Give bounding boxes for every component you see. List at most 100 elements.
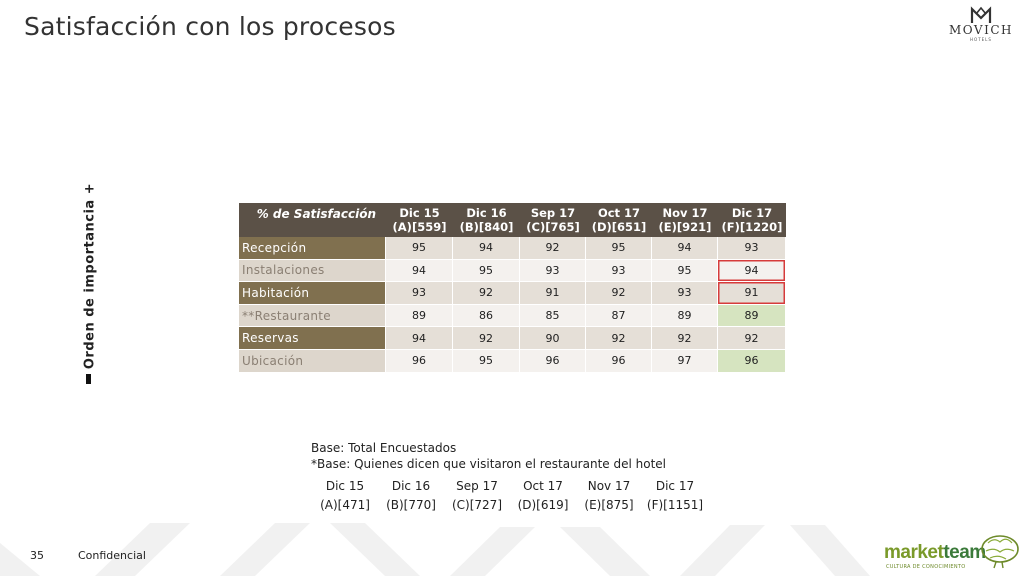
column-header-period: Dic 16 — [466, 206, 507, 220]
base-period: Nov 17 — [587, 479, 631, 493]
marketteam-logo: marketteam CULTURA DE CONOCIMIENTO — [884, 533, 1024, 576]
importance-minus-marker — [86, 374, 91, 384]
base-grid: Dic 15 Dic 16 Sep 17 Oct 17 Nov 17 Dic 17 (A)[… — [312, 478, 708, 514]
table-cell: 95 — [453, 259, 520, 283]
table-cell: 92 — [586, 282, 652, 305]
table-cell: 93 — [386, 282, 453, 305]
brain-icon — [981, 535, 1019, 569]
column-header-period: Dic 17 — [731, 206, 773, 220]
logo-subtitle: HOTELS — [970, 37, 992, 42]
table-cell: 94 — [453, 237, 520, 260]
table-row: Ubicación 96 95 96 96 97 96 — [239, 349, 786, 373]
column-header-period: Nov 17 — [662, 206, 708, 220]
column-header: Dic 15 (A)[559] — [386, 203, 453, 237]
table-cell: 93 — [586, 259, 652, 283]
table-cell: 95 — [586, 237, 652, 260]
column-header-base: (F)[1220] — [721, 220, 783, 234]
column-header: Nov 17 (E)[921] — [652, 203, 718, 237]
table-cell: 94 — [718, 259, 786, 283]
column-header-period: Oct 17 — [597, 206, 641, 220]
table-cell: 89 — [652, 304, 718, 328]
brand-wordmark: marketteam — [884, 542, 986, 564]
table-cell: 92 — [586, 327, 652, 350]
table-cell: 89 — [386, 304, 453, 328]
base-note-line: Base: Total Encuestados — [311, 441, 457, 455]
table-row: Instalaciones 94 95 93 93 95 94 — [239, 259, 786, 283]
base-note: Base: Total Encuestados *Base: Quienes d… — [311, 440, 666, 472]
table-cell: 94 — [386, 327, 453, 350]
table-cell: 96 — [386, 349, 453, 373]
table-cell: 97 — [652, 349, 718, 373]
table-cell: 96 — [520, 349, 586, 373]
table-header-row: % de Satisfacción Dic 15 (A)[559] Dic 16(… — [239, 203, 786, 237]
base-note-line: *Base: Quienes dicen que visitaron el re… — [311, 457, 666, 471]
base-count: (F)[1151] — [646, 498, 704, 512]
base-period: Dic 15 — [325, 479, 365, 493]
table-cell: 92 — [520, 237, 586, 260]
watermark-stripes-icon — [0, 523, 870, 576]
table-cell: 91 — [520, 282, 586, 305]
table-cell: 89 — [718, 304, 786, 328]
column-header-period: Dic 15 — [399, 206, 440, 220]
brand-tagline: CULTURA DE CONOCIMIENTO — [886, 564, 966, 570]
table-row: Recepción 95 94 92 95 94 93 — [239, 237, 786, 260]
column-header: Sep 17 (C)[765] — [520, 203, 586, 237]
base-period: Dic 16 — [391, 479, 431, 493]
table-cell: 91 — [718, 282, 786, 305]
table-row: Habitación 93 92 91 92 93 91 — [239, 282, 786, 305]
page-number: 35 — [30, 549, 44, 562]
table-cell: 95 — [386, 237, 453, 260]
column-header-base: (E)[921] — [658, 220, 712, 234]
table-cell: 90 — [520, 327, 586, 350]
column-header-base: (A)[559] — [392, 220, 447, 234]
table-cell: 94 — [386, 259, 453, 283]
column-header-base: (B)[840] — [459, 220, 514, 234]
table-cell: 92 — [453, 282, 520, 305]
table-cell: 85 — [520, 304, 586, 328]
importance-axis-label: Orden de importancia + — [82, 182, 98, 370]
table-row: Reservas 94 92 90 92 92 92 — [239, 327, 786, 350]
table-cell: 93 — [718, 237, 786, 260]
table-cell: 93 — [652, 282, 718, 305]
row-label: Ubicación — [239, 349, 386, 373]
base-count: (C)[727] — [451, 498, 502, 512]
column-header-base: (D)[651] — [591, 220, 647, 234]
column-header-period: Sep 17 — [530, 206, 576, 220]
table-cell: 95 — [453, 349, 520, 373]
table-cell: 87 — [586, 304, 652, 328]
base-period: Sep 17 — [456, 479, 498, 493]
column-header: Oct 17 (D)[651] — [586, 203, 652, 237]
confidential-label: Confidencial — [78, 549, 146, 562]
table-cell: 92 — [652, 327, 718, 350]
brand-word-part: market — [884, 542, 944, 563]
table-cell: 95 — [652, 259, 718, 283]
column-header: Dic 16 (B)[840] — [453, 203, 520, 237]
table-cell: 94 — [652, 237, 718, 260]
movich-logo: MOVICH HOTELS — [942, 6, 1020, 46]
table-row: **Restaurante 89 86 85 87 89 89 — [239, 304, 786, 328]
table-cell: 86 — [453, 304, 520, 328]
row-label: Instalaciones — [239, 259, 386, 283]
row-label: Recepción — [239, 237, 386, 260]
base-period: Oct 17 — [523, 479, 563, 493]
base-count: (A)[471] — [320, 498, 370, 512]
column-header-base: (C)[765] — [526, 220, 580, 234]
table-cell: 96 — [718, 349, 786, 373]
base-count: (B)[770] — [386, 498, 436, 512]
row-label: **Restaurante — [239, 304, 386, 328]
column-header: Dic 17 (F)[1220] — [718, 203, 786, 237]
table-cell: 93 — [520, 259, 586, 283]
brand-word-part: team — [943, 542, 986, 563]
logo-word: MOVICH — [949, 23, 1013, 37]
row-label: Reservas — [239, 327, 386, 350]
base-count: (E)[875] — [584, 498, 634, 512]
movich-logo-mark-icon — [970, 6, 992, 23]
table-cell: 92 — [453, 327, 520, 350]
slide-title: Satisfacción con los procesos — [24, 12, 396, 41]
satisfaction-table: % de Satisfacción Dic 15 (A)[559] Dic 16(… — [239, 203, 786, 373]
base-period: Dic 17 — [655, 479, 695, 493]
table-corner-label: % de Satisfacción — [239, 203, 386, 237]
table-cell: 92 — [718, 327, 786, 350]
table-cell: 96 — [586, 349, 652, 373]
row-label: Habitación — [239, 282, 386, 305]
